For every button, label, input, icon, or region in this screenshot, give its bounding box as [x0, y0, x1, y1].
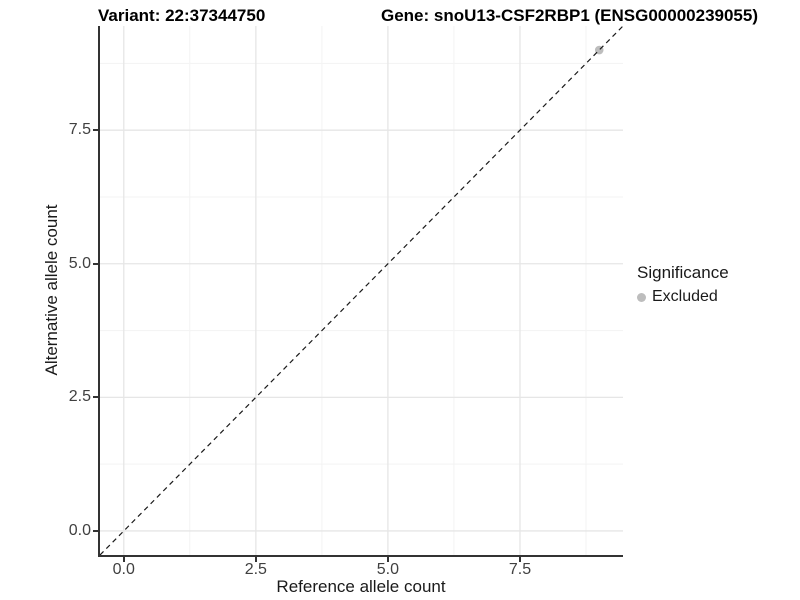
x-tick-label: 7.5 — [508, 561, 532, 578]
gene-title: Gene: snoU13-CSF2RBP1 (ENSG00000239055) — [381, 6, 758, 25]
y-tick-mark — [93, 396, 100, 399]
y-tick-label: 5.0 — [68, 254, 91, 272]
x-axis-title: Reference allele count — [276, 577, 446, 596]
x-tick-label: 0.0 — [112, 561, 135, 578]
y-tick-label: 7.5 — [68, 121, 91, 139]
identity-line — [100, 26, 623, 555]
legend-item-excluded: Excluded — [637, 288, 729, 306]
y-tick-mark — [93, 529, 100, 532]
plot-panel — [98, 26, 623, 557]
x-tick-label: 5.0 — [376, 561, 400, 578]
y-tick-mark — [93, 129, 100, 132]
x-tick-label: 2.5 — [244, 561, 267, 578]
legend-title: Significance — [637, 263, 729, 282]
x-tick-mark — [518, 555, 521, 562]
x-tick-mark — [122, 555, 125, 562]
legend: Significance Excluded — [637, 263, 729, 306]
x-tick-mark — [254, 555, 257, 562]
x-tick-mark — [386, 555, 389, 562]
y-axis-title: Alternative allele count — [42, 204, 61, 376]
y-tick-label: 0.0 — [68, 521, 91, 539]
excluded-point-icon — [637, 292, 646, 302]
variant-title: Variant: 22:37344750 — [98, 6, 266, 25]
y-tick-mark — [93, 262, 100, 265]
y-tick-label: 2.5 — [68, 388, 91, 406]
plot-canvas — [100, 26, 623, 555]
legend-item-label: Excluded — [652, 288, 718, 305]
